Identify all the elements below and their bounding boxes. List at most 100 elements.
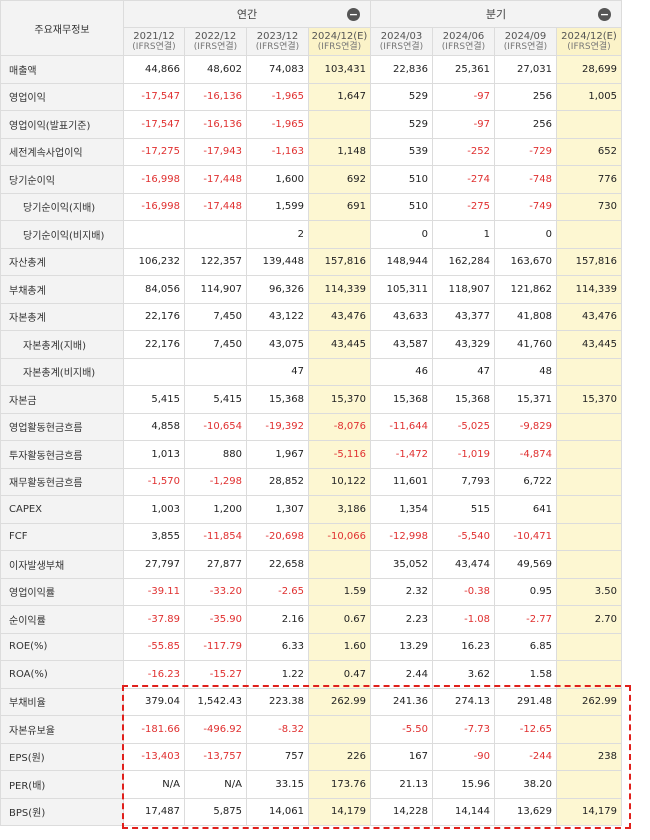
- table-cell: 3.50: [556, 577, 622, 606]
- table-cell: 256: [494, 82, 557, 111]
- table-cell: -11,644: [370, 412, 433, 441]
- table-cell: 223.38: [246, 687, 309, 716]
- table-cell: -2.77: [494, 605, 557, 634]
- table-cell: 291.48: [494, 687, 557, 716]
- table-cell: 757: [246, 742, 309, 771]
- table-cell: 0: [494, 220, 557, 249]
- table-cell: 1.60: [308, 632, 371, 661]
- table-cell: 22,176: [123, 302, 185, 331]
- table-cell: 6.85: [494, 632, 557, 661]
- table-cell: 105,311: [370, 275, 433, 304]
- table-cell: 28,852: [246, 467, 309, 496]
- table-cell: -1.08: [432, 605, 495, 634]
- corner-label: 주요재무정보: [0, 0, 124, 56]
- table-cell: -1,298: [184, 467, 247, 496]
- table-cell: -1,570: [123, 467, 185, 496]
- column-header: 2024/09 (IFRS연결): [494, 27, 557, 56]
- column-header: 2021/12 (IFRS연결): [123, 27, 185, 56]
- table-cell: N/A: [123, 770, 185, 799]
- table-cell: 13.29: [370, 632, 433, 661]
- row-label: FCF: [0, 522, 124, 551]
- financial-summary-table: 주요재무정보 연간 − 분기 − 2021/12 (IFRS연결) 2022/12(…: [0, 0, 622, 826]
- column-header: 2022/12 (IFRS연결): [184, 27, 247, 56]
- table-cell: 48,602: [184, 55, 247, 84]
- row-label: 자본총계: [0, 302, 124, 331]
- table-cell: 17,487: [123, 797, 185, 826]
- table-cell: 641: [494, 495, 557, 524]
- table-cell: -1,965: [246, 82, 309, 111]
- table-cell: 2.44: [370, 660, 433, 689]
- table-cell: 529: [370, 82, 433, 111]
- table-cell: -12.65: [494, 715, 557, 744]
- table-cell: 47: [432, 357, 495, 386]
- row-label: 부채총계: [0, 275, 124, 304]
- column-basis: (IFRS연결): [255, 42, 300, 52]
- table-cell: [184, 220, 247, 249]
- table-cell: 1: [432, 220, 495, 249]
- column-date: 2024/03: [380, 31, 423, 42]
- table-cell: 46: [370, 357, 433, 386]
- collapse-quarter-icon[interactable]: −: [598, 8, 611, 21]
- column-basis: (IFRS연결): [503, 42, 548, 52]
- table-cell: 241.36: [370, 687, 433, 716]
- table-cell: 43,445: [556, 330, 622, 359]
- table-row: 당기순이익(지배) -16,998 -17,448 1,599 691 510 -275 -7…: [0, 192, 622, 221]
- table-cell: 74,083: [246, 55, 309, 84]
- table-cell: -16,998: [123, 192, 185, 221]
- row-label: 부채비율: [0, 687, 124, 716]
- table-cell: 6.33: [246, 632, 309, 661]
- table-cell: -10,471: [494, 522, 557, 551]
- row-label: 세전계속사업이익: [0, 137, 124, 166]
- table-cell: -17,547: [123, 110, 185, 139]
- table-cell: 43,633: [370, 302, 433, 331]
- table-cell: 14,228: [370, 797, 433, 826]
- table-cell: -1,019: [432, 440, 495, 469]
- table-cell: 163,670: [494, 247, 557, 276]
- table-cell: 510: [370, 165, 433, 194]
- table-cell: 1,013: [123, 440, 185, 469]
- table-cell: 103,431: [308, 55, 371, 84]
- column-basis: (IFRS연결): [379, 42, 424, 52]
- column-date: 2024/12(E): [311, 31, 368, 42]
- row-label: 자본총계(비지배): [0, 357, 124, 386]
- table-cell: -729: [494, 137, 557, 166]
- table-cell: 1,600: [246, 165, 309, 194]
- table-cell: [556, 495, 622, 524]
- quarter-group-header: 분기 −: [370, 0, 622, 28]
- table-row: ROE(%) -55.85 -117.79 6.33 1.60 13.29 16.23 6.8…: [0, 632, 622, 661]
- table-cell: 4,858: [123, 412, 185, 441]
- quarter-label: 분기: [485, 8, 507, 21]
- table-cell: 43,445: [308, 330, 371, 359]
- table-cell: 2.32: [370, 577, 433, 606]
- table-cell: 114,339: [556, 275, 622, 304]
- table-cell: -16,998: [123, 165, 185, 194]
- row-label: 순이익률: [0, 605, 124, 634]
- table-cell: 122,357: [184, 247, 247, 276]
- table-cell: 226: [308, 742, 371, 771]
- table-row: BPS(원) 17,487 5,875 14,061 14,179 14,228 14,14…: [0, 797, 622, 826]
- column-date: 2024/09: [504, 31, 547, 42]
- table-row: 자본총계(지배) 22,176 7,450 43,075 43,445 43,587 43,…: [0, 330, 622, 359]
- table-cell: 274.13: [432, 687, 495, 716]
- table-cell: -19,392: [246, 412, 309, 441]
- table-cell: 139,448: [246, 247, 309, 276]
- table-cell: 43,075: [246, 330, 309, 359]
- table-cell: 262.99: [556, 687, 622, 716]
- row-label: 자본총계(지배): [0, 330, 124, 359]
- table-cell: 529: [370, 110, 433, 139]
- row-label: 당기순이익(지배): [0, 192, 124, 221]
- table-cell: -2.65: [246, 577, 309, 606]
- table-cell: 7,793: [432, 467, 495, 496]
- collapse-annual-icon[interactable]: −: [347, 8, 360, 21]
- table-cell: 25,361: [432, 55, 495, 84]
- column-basis: (IFRS연결): [193, 42, 238, 52]
- column-date: 2021/12: [133, 31, 175, 42]
- table-cell: [308, 550, 371, 579]
- table-cell: -749: [494, 192, 557, 221]
- table-cell: 162,284: [432, 247, 495, 276]
- annual-group-header: 연간 −: [123, 0, 371, 28]
- column-basis: (IFRS연결): [317, 42, 362, 52]
- row-label: CAPEX: [0, 495, 124, 524]
- table-cell: -748: [494, 165, 557, 194]
- table-cell: -0.38: [432, 577, 495, 606]
